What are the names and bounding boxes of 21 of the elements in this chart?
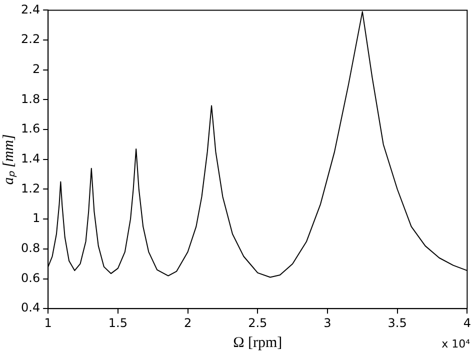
text: x 10⁴ <box>442 337 471 350</box>
y-tick-label: 0.8 <box>20 241 40 256</box>
y-tick-label: 1.2 <box>20 181 40 196</box>
x-tick-label: 2.5 <box>248 316 268 330</box>
y-tick-label: 1.8 <box>20 92 40 106</box>
y-tick-label: 1.6 <box>20 122 40 136</box>
x-tick-label: 4 <box>463 316 472 330</box>
x-tick-label: 1 <box>44 316 52 330</box>
x-tick-label: 3.5 <box>388 316 407 330</box>
x-tick-label: 3 <box>324 316 332 330</box>
y-tick-label: 2 <box>32 62 40 76</box>
y-tick-label: 0.6 <box>20 270 40 285</box>
y-tick-label: 0.4 <box>20 300 40 315</box>
x-axis-title: Ω [rpm] <box>233 334 282 351</box>
x-tick-label: 1.5 <box>108 316 128 330</box>
y-tick-label: 2.4 <box>20 2 40 16</box>
x-tick-label: 2 <box>184 316 192 330</box>
y-tick-label: 1.4 <box>20 152 40 166</box>
y-axis-title: aₚ [mm] <box>0 134 17 185</box>
y-tick-label: 2.2 <box>20 32 40 46</box>
y-tick-label: 1 <box>32 211 40 226</box>
